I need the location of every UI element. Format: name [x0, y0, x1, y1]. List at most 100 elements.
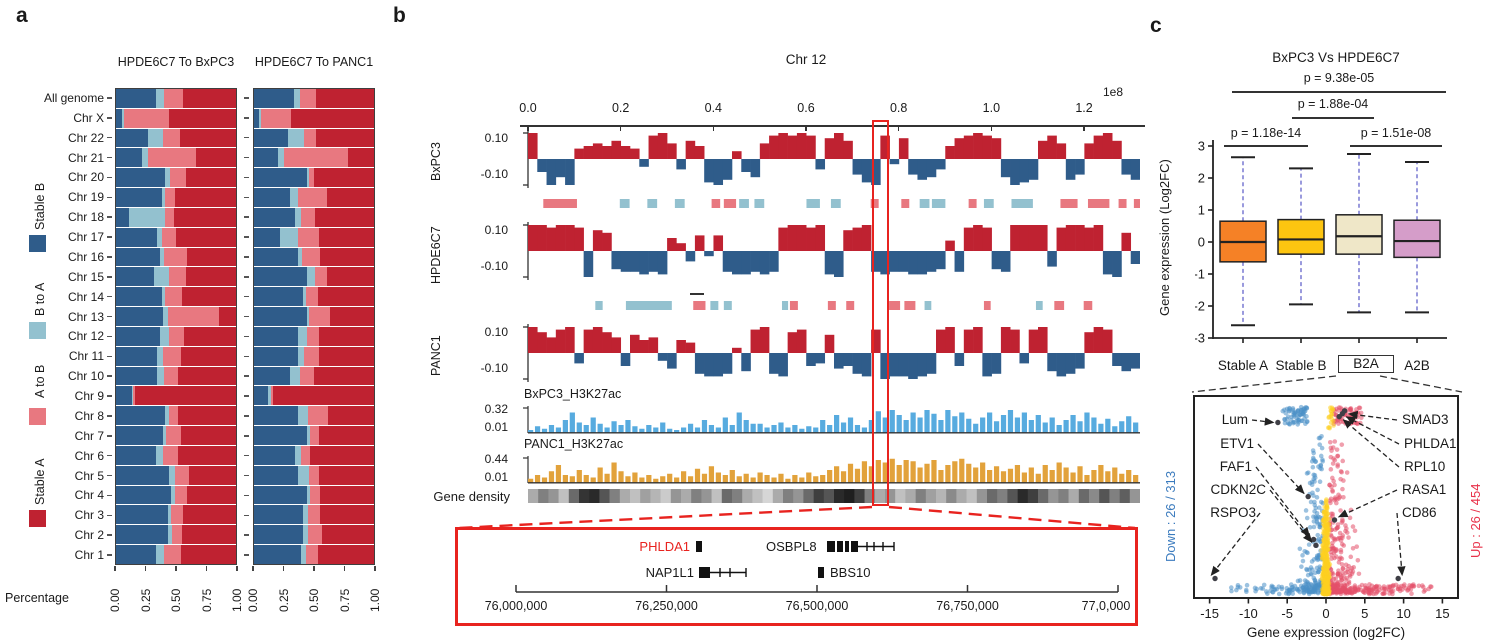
gene-density-label: Gene density	[433, 489, 510, 504]
bar-segment	[175, 227, 236, 247]
stacked-bar-row	[116, 267, 236, 287]
x-tick-mark	[313, 566, 315, 571]
bar-segment	[116, 445, 156, 465]
bar-segment	[298, 465, 310, 485]
row-label-text: Chr 19	[67, 190, 104, 205]
bar-segment	[163, 89, 184, 108]
genomic-axis-tick	[619, 126, 622, 131]
track-panc1-ymax: 0.10	[484, 325, 508, 339]
bar-segment	[318, 326, 374, 346]
volcano-gene-label-RASA1: RASA1	[1402, 482, 1446, 497]
volcano-x-label: Gene expression (log2FC)	[1247, 625, 1405, 640]
eigenvector-bars	[528, 133, 1140, 185]
panel-a-title-panc1: HPDE6C7 To PANC1	[254, 55, 374, 69]
stacked-bar-row	[254, 267, 374, 287]
volcano-gene-label-RPL10: RPL10	[1404, 459, 1445, 474]
row-label-text: Chr 16	[67, 249, 104, 264]
track-hpde6c7-ymax: 0.10	[484, 223, 508, 237]
bar-segment	[185, 267, 236, 287]
x-tick-label: 0.25	[276, 588, 291, 612]
row-tick	[107, 216, 112, 218]
h3k27ac-panc1-label: PANC1_H3K27ac	[524, 437, 624, 451]
bar-segment	[254, 108, 259, 128]
row-label-text: Chr 4	[74, 488, 104, 503]
row-tick	[107, 256, 112, 258]
bar-segment	[309, 307, 330, 326]
category-label-stable-b: Stable B	[1275, 358, 1327, 373]
gene-label-NAP1L1: NAP1L1	[646, 565, 694, 580]
bar-segment	[180, 346, 236, 366]
x-tick-label: 1.00	[368, 588, 382, 612]
volcano-gene-label-SMAD3: SMAD3	[1402, 412, 1449, 427]
stacked-bar-row	[116, 148, 236, 168]
volcano-down-count-label: Down : 26 / 313	[1163, 470, 1178, 562]
row-label-text: Chr 8	[74, 408, 104, 423]
bar-segment	[132, 386, 136, 406]
bar-segment	[162, 445, 179, 465]
row-tick	[107, 236, 112, 238]
row-label: All genome	[0, 88, 112, 108]
bar-segment	[299, 89, 317, 108]
x-tick-label: 0.50	[307, 588, 321, 612]
bar-segment	[116, 247, 161, 267]
pvalue-left: p = 1.18e-14	[1230, 126, 1302, 140]
bar-segment	[154, 267, 169, 287]
genomic-axis-tick-label: 0.6	[797, 101, 815, 115]
eigenvector-track-panc1	[523, 324, 1140, 382]
row-label-text: Chr 22	[67, 130, 104, 145]
bar-segment	[303, 505, 308, 525]
genomic-axis-tick-label: 0.0	[519, 101, 537, 115]
x-tick-label: 0.00	[108, 588, 122, 612]
row-label-text: Chr 11	[68, 349, 104, 364]
bar-segment	[174, 465, 190, 485]
bar-segment	[165, 406, 169, 426]
bar-segment	[318, 227, 374, 247]
x-tick-mark	[144, 566, 147, 571]
stacked-bar-row	[254, 188, 374, 207]
row-tick	[107, 196, 112, 199]
stacked-bar-row	[116, 188, 236, 207]
bar-segment	[300, 545, 306, 564]
pvalue-mid-line	[1292, 117, 1374, 119]
row-tick	[107, 415, 112, 417]
stacked-bar-row	[254, 426, 374, 445]
legend-label-stable-b: Stable B	[33, 182, 47, 230]
bar-segment	[169, 168, 186, 188]
stacked-bar-row	[254, 307, 374, 326]
bar-segment	[160, 326, 169, 346]
scale-label: 76,250,000	[635, 599, 698, 613]
bar-segment	[165, 188, 175, 207]
bar-segment	[116, 128, 149, 148]
bar-segment	[294, 445, 301, 465]
svg-text:2: 2	[1198, 171, 1205, 186]
legend-label-a-to-b: A to B	[33, 364, 47, 398]
bar-segment	[135, 386, 236, 406]
row-label-text: Chr 15	[67, 269, 104, 284]
bar-segment	[167, 505, 172, 525]
svg-text:-1: -1	[1195, 267, 1205, 282]
bar-segment	[162, 307, 168, 326]
bar-segment	[168, 406, 179, 426]
x-tick-label: 0.50	[169, 588, 183, 612]
genomic-axis-tick	[712, 126, 715, 131]
x-tick-label: 1.00	[230, 588, 244, 612]
eigenvector-bars	[528, 225, 1140, 277]
bar-segment	[290, 188, 299, 207]
row-label-text: Chr 21	[67, 150, 104, 165]
row-tick	[107, 295, 112, 298]
bar-segment	[161, 227, 176, 247]
volcano-gene-label-FAF1: FAF1	[1220, 459, 1252, 474]
bar-segment	[184, 326, 236, 346]
eigenvector-track-hpde6c7	[523, 222, 1140, 280]
row-label: Chr 3	[0, 505, 112, 525]
pvalue-left-line	[1224, 145, 1308, 147]
legend-swatch	[29, 322, 46, 339]
bar-segment	[254, 505, 304, 525]
stacked-bar-row	[254, 445, 374, 465]
bar-segment	[179, 128, 236, 148]
bar-segment	[174, 188, 236, 207]
stacked-bar-row	[254, 346, 374, 366]
gene-zoom-content: PHLDA1 OSBPL8 NAP1L1 BBS10 76,000,000 76,250,…	[485, 539, 1131, 613]
track-hpde6c7-ymin: -0.10	[480, 259, 508, 273]
bar-segment	[178, 406, 236, 426]
